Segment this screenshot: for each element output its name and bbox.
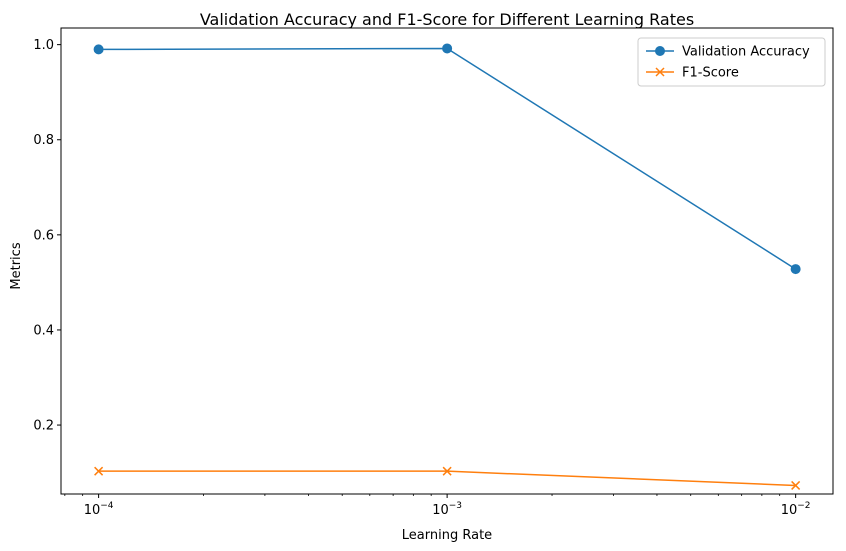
x-tick-label: 10−4 — [84, 501, 114, 518]
y-tick-label: 0.4 — [33, 323, 54, 338]
x-axis-label: Learning Rate — [402, 528, 492, 543]
series-validation-accuracy — [93, 43, 801, 275]
plot-area — [60, 27, 834, 495]
data-point — [790, 264, 801, 275]
data-point — [442, 43, 453, 54]
y-tick-label: 0.6 — [33, 228, 54, 243]
y-axis-label: Metrics — [9, 242, 24, 289]
x-tick-label: 10−3 — [432, 501, 462, 518]
legend-item: Validation Accuracy — [646, 45, 810, 60]
legend-item: F1-Score — [646, 66, 739, 81]
y-tick-label: 0.8 — [33, 133, 54, 148]
series-layer — [93, 43, 801, 490]
data-point — [791, 480, 801, 490]
y-tick-label: 0.2 — [33, 419, 54, 434]
y-tick-label: 1.0 — [33, 38, 54, 53]
chart-title: Validation Accuracy and F1-Score for Dif… — [200, 10, 694, 29]
x-axis: 10−4 10−3 10−2 — [64, 494, 811, 518]
data-point — [442, 466, 452, 476]
legend-label: F1-Score — [682, 66, 739, 81]
x-tick-label: 10−2 — [781, 501, 811, 518]
series-f1-score — [94, 466, 801, 490]
legend-box — [637, 37, 826, 87]
legend-label: Validation Accuracy — [682, 45, 810, 60]
legend: Validation Accuracy F1-Score — [637, 37, 826, 87]
data-point — [94, 466, 104, 476]
legend-marker — [655, 67, 665, 77]
y-axis: 0.2 0.4 0.6 0.8 1.0 — [33, 38, 61, 434]
data-point — [93, 44, 104, 55]
legend-marker — [655, 46, 665, 56]
series-line — [98, 470, 796, 487]
